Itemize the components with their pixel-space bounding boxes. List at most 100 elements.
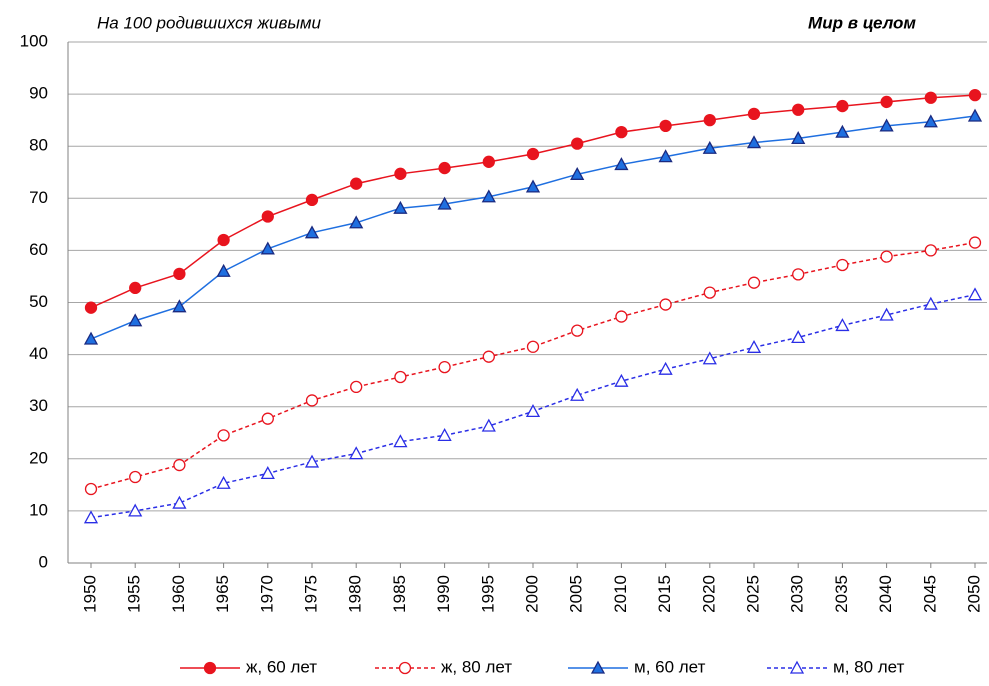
marker: [659, 119, 672, 133]
marker: [525, 404, 541, 418]
marker: [482, 155, 495, 168]
marker: [128, 313, 143, 327]
marker: [702, 351, 717, 365]
marker: [172, 299, 187, 313]
marker: [659, 298, 672, 311]
marker: [261, 412, 274, 425]
x-tick-label: 2005: [567, 575, 586, 613]
marker: [836, 258, 849, 272]
x-tick-label: 1990: [434, 575, 453, 613]
marker: [129, 470, 142, 484]
y-tick-label: 20: [29, 448, 48, 467]
marker: [835, 318, 850, 332]
marker: [923, 296, 938, 310]
marker: [83, 510, 99, 524]
marker: [203, 661, 217, 675]
x-tick-label: 1960: [169, 575, 188, 613]
y-tick-label: 70: [29, 188, 48, 207]
marker: [614, 157, 629, 171]
marker: [393, 434, 408, 448]
marker: [615, 310, 628, 323]
marker: [304, 454, 320, 468]
marker: [526, 340, 540, 353]
y-tick-label: 30: [29, 396, 48, 415]
marker: [482, 350, 495, 363]
series-line: [90, 241, 976, 490]
marker: [923, 114, 938, 128]
marker: [438, 360, 451, 374]
x-tick-label: 2010: [611, 575, 630, 613]
marker: [305, 193, 319, 207]
x-tick-label: 2035: [832, 575, 851, 613]
legend-label: ж, 80 лет: [441, 657, 512, 676]
chart-subtitle: Мир в целом: [808, 13, 916, 32]
marker: [967, 287, 983, 301]
marker: [128, 503, 143, 517]
marker: [924, 91, 937, 104]
marker: [394, 370, 407, 384]
marker: [615, 125, 628, 139]
marker: [792, 103, 805, 116]
legend-label: м, 60 лет: [634, 657, 706, 676]
y-tick-label: 100: [20, 31, 48, 50]
marker: [261, 210, 274, 223]
marker: [746, 339, 762, 353]
marker: [792, 268, 805, 281]
marker: [658, 149, 673, 163]
marker: [84, 301, 98, 314]
marker: [702, 140, 717, 154]
marker: [260, 466, 275, 480]
marker: [172, 495, 187, 509]
chart-title: На 100 родившихся живыми: [97, 13, 322, 32]
marker: [349, 446, 364, 460]
marker: [924, 244, 937, 257]
x-tick-label: 2000: [522, 575, 541, 613]
y-tick-label: 0: [39, 552, 48, 571]
y-tick-label: 50: [29, 292, 48, 311]
marker: [967, 108, 983, 122]
marker: [437, 427, 452, 442]
marker: [84, 482, 98, 496]
marker: [217, 429, 230, 442]
marker: [590, 660, 606, 674]
marker: [791, 131, 806, 145]
x-tick-label: 2020: [699, 575, 718, 613]
x-tick-label: 1950: [80, 575, 99, 613]
marker: [747, 107, 761, 121]
x-tick-label: 1955: [125, 575, 144, 613]
y-tick-label: 80: [29, 136, 48, 155]
x-tick-label: 2040: [876, 575, 895, 613]
x-tick-label: 2025: [743, 575, 762, 613]
marker: [570, 387, 585, 401]
marker: [968, 236, 982, 249]
marker: [747, 276, 761, 289]
marker: [173, 267, 186, 280]
marker: [438, 161, 451, 175]
x-tick-label: 2045: [920, 575, 939, 613]
marker: [526, 147, 540, 161]
marker: [398, 661, 412, 675]
marker: [880, 95, 893, 109]
marker: [571, 137, 584, 150]
marker: [260, 241, 275, 255]
marker: [350, 380, 363, 394]
y-tick-label: 10: [29, 500, 48, 519]
marker: [571, 324, 584, 337]
marker: [835, 124, 850, 138]
x-tick-label: 1975: [301, 575, 320, 613]
y-tick-label: 40: [29, 344, 48, 363]
marker: [791, 330, 806, 344]
legend-label: м, 80 лет: [833, 657, 905, 676]
marker: [394, 167, 407, 180]
x-tick-label: 1995: [478, 575, 497, 613]
legend-label: ж, 60 лет: [246, 657, 317, 676]
marker: [789, 660, 805, 674]
marker: [481, 189, 496, 203]
y-tick-label: 90: [29, 84, 48, 103]
x-tick-label: 1980: [346, 575, 365, 613]
marker: [481, 418, 496, 432]
y-tick-label: 60: [29, 240, 48, 259]
marker: [349, 215, 364, 229]
marker: [304, 225, 320, 239]
x-tick-label: 2015: [655, 575, 674, 613]
